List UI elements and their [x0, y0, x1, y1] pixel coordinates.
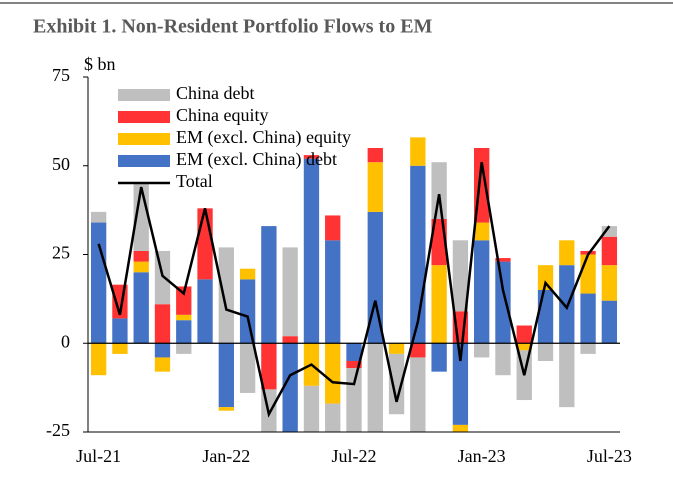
bar-segment: [580, 293, 596, 344]
bar-segment: [346, 368, 362, 432]
bar-segment: [367, 211, 383, 344]
bar-segment: [154, 343, 171, 358]
bar-segment: [431, 162, 447, 219]
bar-segment: [261, 343, 277, 390]
bar-segment: [218, 247, 234, 344]
bar-segment: [346, 361, 362, 369]
bar-segment: [580, 343, 596, 354]
chart-title: Exhibit 1. Non-Resident Portfolio Flows …: [33, 16, 433, 38]
bar-segment: [218, 343, 234, 408]
bar-segment: [346, 343, 362, 361]
bar-segment: [112, 343, 128, 354]
bar-segment: [431, 343, 447, 372]
bar-segment: [601, 226, 618, 237]
bar-segment: [176, 320, 192, 344]
y-tick-label: 25: [52, 243, 70, 263]
bar-segment: [495, 261, 511, 344]
bar-segment: [537, 265, 554, 290]
x-tick-label: Jul-22: [332, 446, 377, 466]
bar-segment: [90, 211, 107, 223]
bar-segment: [197, 279, 213, 344]
bar-segment: [133, 272, 149, 344]
bar-segment: [367, 148, 383, 163]
legend-label: EM (excl. China) equity: [176, 127, 351, 148]
bar-segment: [303, 385, 320, 432]
bar-segment: [176, 343, 192, 354]
bar-segment: [176, 314, 192, 321]
bar-segment: [431, 265, 447, 344]
bar-segment: [537, 343, 554, 361]
y-axis-label: $ bn: [84, 54, 116, 74]
bar-segment: [325, 403, 341, 432]
legend-swatch: [118, 89, 170, 101]
y-tick-label: 50: [52, 154, 70, 174]
bar-segment: [537, 290, 554, 344]
legend-label: Total: [176, 171, 213, 191]
bar-segment: [239, 279, 256, 344]
bar-segment: [474, 343, 490, 358]
bar-segment: [197, 208, 213, 280]
bar-segment: [239, 268, 256, 280]
bar-segment: [516, 325, 532, 344]
bar-segment: [176, 286, 192, 315]
bar-segment: [261, 226, 277, 344]
bar-segment: [218, 407, 234, 411]
bar-segment: [601, 300, 618, 344]
bar-segment: [474, 240, 490, 344]
bar-segment: [90, 222, 107, 344]
bar-segment: [303, 158, 320, 344]
bar-segment: [325, 343, 341, 404]
bar-segment: [282, 336, 298, 344]
bar-segment: [90, 343, 107, 376]
bar-segment: [388, 343, 405, 354]
legend-swatch: [118, 111, 170, 123]
bar-segment: [367, 162, 383, 212]
bar-segment: [559, 240, 575, 266]
bar-segment: [410, 357, 426, 432]
bar-segment: [133, 250, 149, 262]
total-line: [97, 161, 611, 418]
bar-segment: [410, 343, 426, 358]
bar-segment: [325, 215, 341, 241]
bar-segment: [282, 343, 298, 432]
bar-segment: [112, 318, 128, 344]
bar-segment: [601, 236, 618, 266]
bar-segment: [495, 343, 511, 376]
plot-area: [90, 137, 618, 432]
bar-segment: [516, 343, 532, 351]
x-tick-label: Jul-21: [76, 446, 121, 466]
bar-segment: [559, 265, 575, 344]
bar-segment: [325, 240, 341, 344]
bar-segment: [154, 250, 171, 305]
bar-segment: [154, 357, 171, 372]
bar-segment: [239, 343, 256, 393]
bar-segment: [580, 254, 596, 294]
bar-segment: [452, 343, 469, 425]
x-tick-label: Jan-22: [202, 446, 250, 466]
bar-segment: [388, 353, 405, 415]
bar-segment: [154, 304, 171, 344]
bar-segment: [410, 137, 426, 166]
legend-label: China equity: [176, 105, 269, 125]
legend-label: EM (excl. China) debt: [176, 149, 337, 170]
bar-segment: [282, 247, 298, 337]
bar-segment: [452, 424, 469, 432]
bar-segment: [601, 265, 618, 301]
bar-segment: [559, 343, 575, 408]
legend-swatch: [118, 133, 170, 145]
x-tick-label: Jul-23: [587, 446, 632, 466]
bar-segment: [303, 155, 320, 159]
y-tick-label: 0: [61, 331, 70, 351]
x-tick-label: Jan-23: [458, 446, 506, 466]
bar-segment: [474, 222, 490, 241]
bar-segment: [133, 261, 149, 273]
bar-segment: [495, 258, 511, 262]
bar-segment: [452, 240, 469, 312]
bar-segment: [367, 343, 383, 432]
y-tick-label: -25: [46, 420, 70, 440]
legend-swatch: [118, 155, 170, 167]
y-tick-label: 75: [52, 65, 70, 85]
legend-label: China debt: [176, 83, 255, 103]
